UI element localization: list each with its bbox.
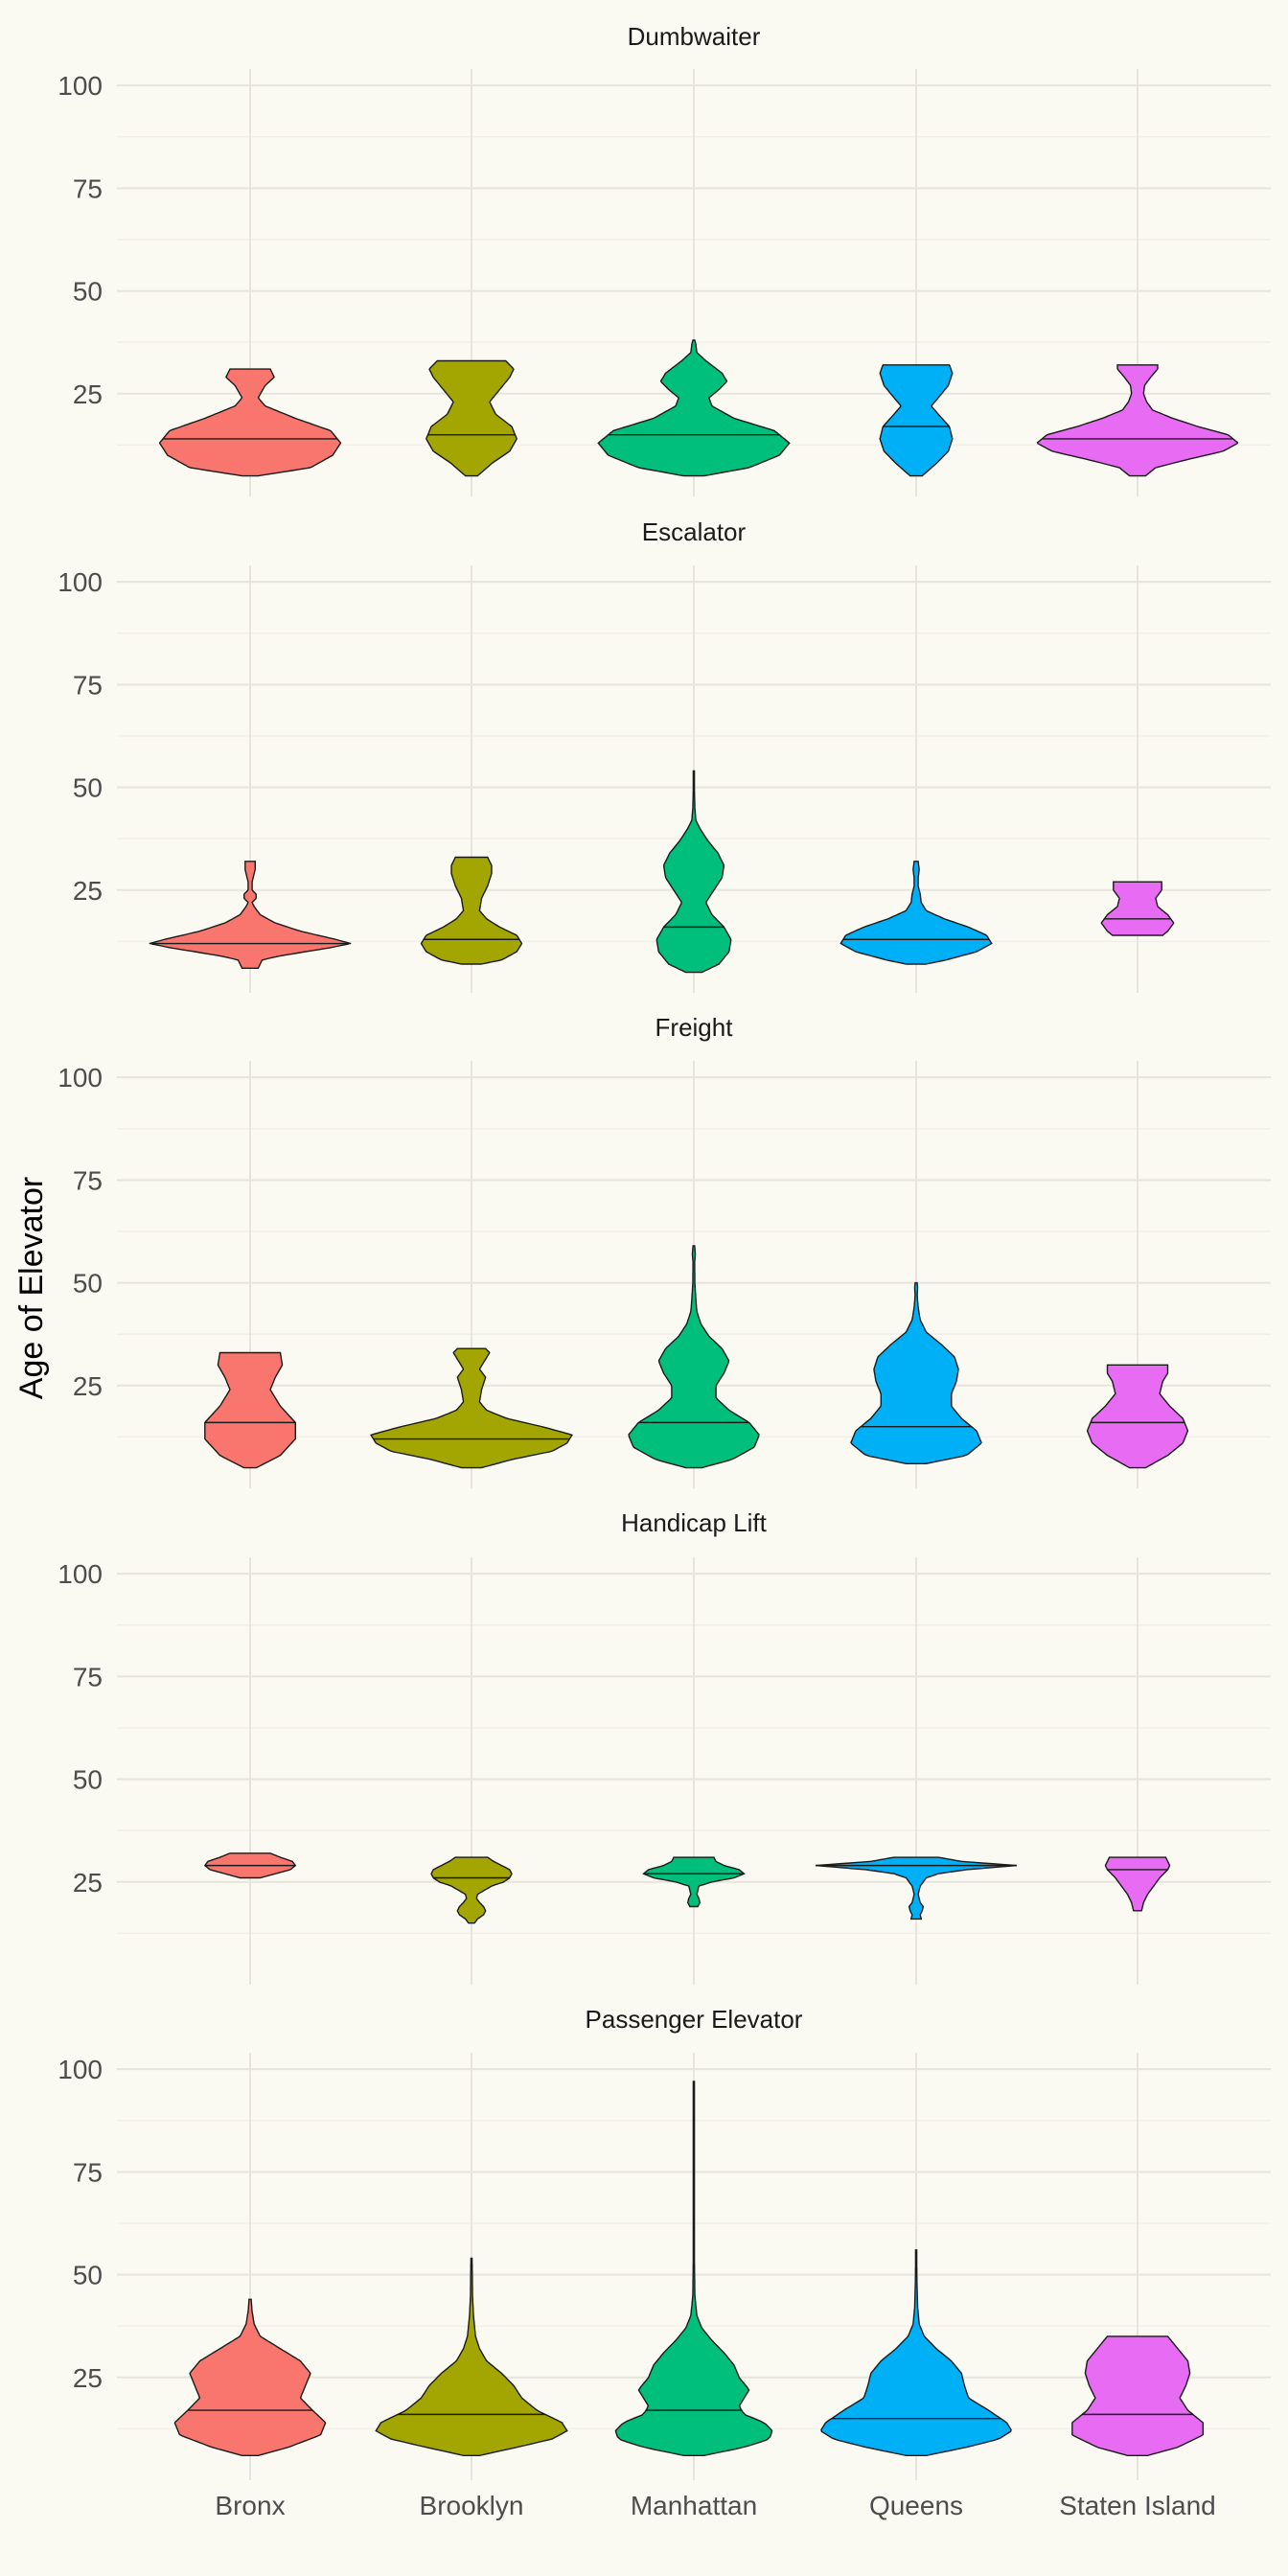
y-tick-label: 25 [73, 2363, 103, 2393]
violin-queens [840, 861, 993, 965]
violin-staten-island [1086, 1364, 1189, 1469]
violin-bronx [158, 368, 342, 477]
panel-handicap-lift: 25 50 75 100 Handicap Lift [58, 1508, 1271, 1985]
panel-dumbwaiter: 25 50 75 100 Dumbwaiter [58, 22, 1271, 496]
y-axis-label: Age of Elevator [13, 1177, 50, 1399]
y-tick-label: 50 [73, 773, 103, 803]
x-tick-label: Bronx [215, 2491, 285, 2520]
y-tick-label: 25 [73, 1868, 103, 1898]
y-tick-label: 100 [58, 71, 103, 101]
y-tick-label: 75 [73, 1662, 103, 1691]
panel-freight: 25 50 75 100 Freight [58, 1013, 1271, 1488]
panel-title: Dumbwaiter [628, 22, 761, 51]
violin-manhattan [642, 1856, 746, 1908]
violin-brooklyn [426, 359, 518, 477]
x-tick-label: Staten Island [1059, 2491, 1215, 2520]
violin-staten-island [1100, 881, 1175, 936]
panel-title: Escalator [642, 518, 747, 546]
y-tick-label: 25 [73, 380, 103, 409]
y-tick-label: 100 [58, 1559, 103, 1589]
panel-title: Passenger Elevator [586, 2005, 803, 2034]
y-tick-label: 25 [73, 876, 103, 906]
y-tick-label: 25 [73, 1371, 103, 1401]
violin-brooklyn [370, 1347, 573, 1469]
x-tick-label: Manhattan [631, 2491, 757, 2520]
violin-queens [820, 2249, 1012, 2456]
y-tick-label: 50 [73, 1269, 103, 1299]
violin-bronx [204, 1351, 296, 1469]
violin-staten-island [1104, 1856, 1171, 1912]
panel-title: Freight [656, 1013, 734, 1042]
y-tick-label: 100 [58, 567, 103, 597]
y-tick-label: 75 [73, 2157, 103, 2187]
y-tick-label: 100 [58, 2055, 103, 2084]
panel-title: Handicap Lift [621, 1508, 768, 1537]
x-axis: Bronx Brooklyn Manhattan Queens Staten Islan… [215, 2491, 1215, 2520]
violin-manhattan [597, 339, 791, 477]
violin-brooklyn [420, 856, 523, 965]
y-tick-label: 50 [73, 277, 103, 307]
violin-manhattan [614, 2081, 773, 2456]
violin-brooklyn [375, 2257, 568, 2456]
panel-escalator: 25 50 75 100 Escalator [58, 518, 1271, 993]
x-tick-label: Brooklyn [420, 2491, 524, 2520]
x-tick-label: Queens [869, 2491, 963, 2520]
violin-manhattan [656, 770, 732, 974]
y-tick-label: 50 [73, 1765, 103, 1795]
violin-queens [815, 1856, 1018, 1920]
violin-brooklyn [430, 1856, 513, 1924]
violin-queens [850, 1281, 982, 1464]
violin-bronx [173, 2298, 327, 2456]
violin-bronx [149, 861, 352, 969]
y-tick-label: 100 [58, 1063, 103, 1092]
facet-panels: 25 50 75 100 Dumbwaiter 25 50 75 100 Escalator 25 5… [58, 22, 1271, 2480]
violin-queens [879, 364, 954, 477]
violin-staten-island [1071, 2335, 1204, 2456]
y-tick-label: 75 [73, 1165, 103, 1195]
y-tick-label: 75 [73, 670, 103, 700]
violin-manhattan [628, 1245, 760, 1469]
panel-passenger-elevator: 25 50 75 100 Passenger Elevator [58, 2005, 1271, 2480]
y-tick-label: 75 [73, 173, 103, 203]
y-tick-label: 50 [73, 2261, 103, 2290]
